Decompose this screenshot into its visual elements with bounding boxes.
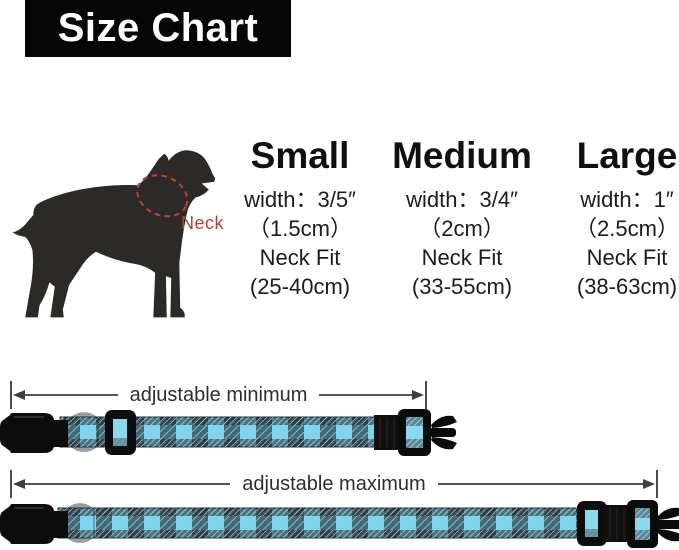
neck-fit-range: (25-40cm) — [249, 274, 351, 299]
dimension-line — [25, 394, 118, 396]
neck-fit-label: Neck Fit — [259, 245, 341, 270]
tri-glide-slider — [105, 410, 136, 455]
size-width-cm: （2cm） — [419, 216, 505, 241]
size-name: Medium — [392, 135, 532, 176]
dimension-line — [25, 483, 231, 485]
dimension-line — [437, 483, 644, 485]
size-width-cm: （2.5cm） — [575, 216, 679, 241]
size-name: Small — [250, 135, 350, 176]
dog-body-shape — [12, 150, 216, 318]
arrowhead-left-icon — [13, 479, 25, 489]
buckle-prongs — [429, 415, 457, 450]
arrowhead-right-icon — [643, 479, 656, 489]
size-column-small: Small width：3/5″ （1.5cm） Neck Fit (25-40… — [215, 135, 385, 301]
neck-fit-range: (38-63cm) — [576, 274, 678, 299]
size-width-cm: （1.5cm） — [248, 216, 352, 241]
neck-circle — [136, 174, 189, 218]
buckle-male-housing — [627, 500, 658, 548]
buckle-male-housing — [398, 409, 431, 456]
dimension-line — [319, 394, 413, 396]
neck-label: Neck — [181, 213, 225, 233]
dimension-label: adjustable minimum — [129, 383, 308, 406]
buckle-prongs — [655, 507, 679, 542]
dimension-end-bar — [10, 470, 12, 498]
neck-fit-range: (33-55cm) — [411, 274, 513, 299]
buckle-female — [0, 504, 68, 544]
collar-minimum-photo — [0, 409, 457, 456]
neck-fit-label: Neck Fit — [586, 245, 668, 270]
dog-figure — [10, 145, 225, 320]
buckle-female — [0, 413, 68, 453]
collar-strap — [57, 507, 609, 539]
size-width: width：3/4″ — [406, 187, 518, 212]
dog-silhouette — [12, 150, 216, 318]
webbing-strap — [604, 505, 629, 542]
size-width: width：1″ — [580, 187, 674, 212]
dimension-end-bar — [425, 381, 428, 409]
size-column-medium: Medium width：3/4″ （2cm） Neck Fit (33-55c… — [377, 135, 547, 301]
adjustable-maximum-dimension: adjustable maximum — [10, 470, 659, 498]
size-column-large: Large width：1″ （2.5cm） Neck Fit (38-63cm… — [542, 135, 679, 301]
size-width: width：3/5″ — [244, 187, 356, 212]
neck-fit-label: Neck Fit — [421, 245, 503, 270]
dimension-end-bar — [10, 381, 12, 409]
dimension-label: adjustable maximum — [242, 472, 426, 495]
adjustable-minimum-dimension: adjustable minimum — [10, 381, 428, 409]
size-chart-title: Size Chart — [25, 0, 291, 57]
size-name: Large — [576, 135, 678, 176]
dimension-end-bar — [656, 470, 659, 498]
webbing-strap — [374, 415, 401, 450]
tri-glide-slider — [577, 501, 607, 546]
arrowhead-left-icon — [13, 390, 25, 400]
collar-maximum-photo — [0, 500, 679, 548]
arrowhead-right-icon — [412, 390, 425, 400]
